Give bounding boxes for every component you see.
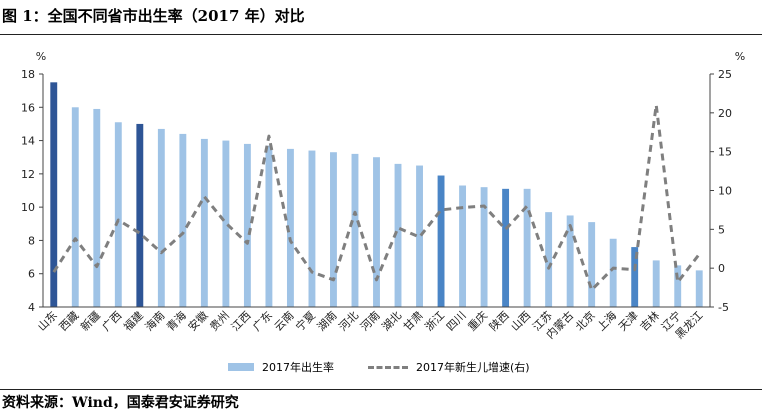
- left-axis-tick-label: 8: [28, 234, 35, 247]
- left-axis-tick-label: 12: [21, 168, 35, 181]
- bar: [286, 148, 294, 307]
- bar: [50, 82, 58, 307]
- x-axis-tick-label: 西藏: [57, 309, 82, 334]
- bar: [437, 175, 445, 307]
- x-axis-tick-label: 甘肃: [401, 309, 426, 334]
- x-axis-tick-label: 湖南: [315, 309, 340, 334]
- legend-item-newborn-growth: 2017年新生儿增速(右): [368, 359, 530, 375]
- bar: [71, 107, 79, 308]
- bar: [114, 122, 122, 307]
- bar: [136, 123, 144, 307]
- left-axis-tick-label: 18: [21, 68, 35, 81]
- x-axis-tick-label: 新疆: [77, 308, 102, 333]
- x-axis-tick-label: 宁夏: [293, 308, 318, 333]
- x-axis-tick-label: 北京: [572, 308, 597, 333]
- x-axis-tick-label: 安徽: [185, 308, 210, 333]
- legend-label-newborn-growth: 2017年新生儿增速(右): [416, 361, 530, 374]
- bar: [695, 270, 703, 307]
- x-axis-tick-label: 青海: [164, 308, 189, 333]
- right-axis-tick-label: 5: [718, 223, 725, 236]
- bar: [308, 150, 316, 307]
- bar: [200, 138, 208, 307]
- bar: [588, 222, 596, 307]
- bar: [394, 163, 402, 307]
- x-axis-tick-label: 福建: [120, 308, 145, 333]
- bar: [480, 187, 488, 307]
- bar: [265, 145, 273, 307]
- x-axis-tick-label: 海南: [142, 308, 167, 333]
- bar: [609, 238, 617, 307]
- left-axis-tick-label: 4: [28, 301, 35, 314]
- bottom-divider: [0, 389, 762, 390]
- bar: [545, 212, 553, 307]
- x-axis-tick-label: 浙江: [422, 309, 447, 334]
- left-axis-tick-label: 16: [21, 101, 35, 114]
- x-axis-tick-label: 广西: [100, 309, 125, 334]
- x-axis-tick-label: 河北: [336, 309, 361, 334]
- legend-item-birth-rate: 2017年出生率: [228, 359, 334, 375]
- top-divider: [0, 34, 762, 35]
- x-axis-tick-label: 山东: [35, 309, 60, 334]
- x-axis-tick-label: 四川: [444, 309, 469, 334]
- left-axis-tick-label: 10: [21, 201, 35, 214]
- x-axis-tick-label: 贵州: [207, 309, 232, 334]
- x-axis-tick-label: 天津: [616, 309, 641, 334]
- x-axis-tick-label: 吉林: [637, 308, 662, 333]
- left-axis-tick-label: 6: [28, 268, 35, 281]
- x-axis-tick-label: 山西: [508, 309, 533, 334]
- bar: [566, 215, 574, 307]
- figure-title: 图 1：全国不同省市出生率（2017 年）对比: [2, 7, 305, 25]
- right-axis-tick-label: 20: [718, 107, 732, 120]
- bar: [674, 265, 682, 307]
- bar: [523, 188, 531, 307]
- right-axis-tick-label: 15: [718, 146, 732, 159]
- bar: [416, 165, 423, 307]
- legend-swatch-bar: [228, 363, 254, 371]
- left-axis-tick-label: 14: [21, 135, 35, 148]
- bar: [222, 140, 230, 307]
- x-axis-tick-label: 重庆: [465, 308, 490, 333]
- x-axis-tick-label: 云南: [272, 309, 297, 334]
- right-axis-tick-label: 10: [718, 185, 732, 198]
- source-note: 资料来源：Wind，国泰君安证券研究: [2, 395, 239, 411]
- left-axis-unit: %: [36, 50, 46, 63]
- right-axis-tick-label: -5: [718, 301, 729, 314]
- legend: 2017年出生率 2017年新生儿增速(右): [228, 358, 564, 376]
- x-axis-tick-label: 上海: [594, 308, 619, 333]
- bar: [157, 128, 165, 307]
- bar: [351, 153, 359, 307]
- x-axis-tick-label: 陕西: [486, 308, 511, 333]
- bar: [459, 185, 467, 307]
- x-axis-tick-label: 广东: [250, 309, 275, 334]
- x-axis-tick-label: 江西: [229, 309, 254, 334]
- bar: [631, 247, 639, 307]
- bar: [502, 188, 510, 307]
- right-axis-tick-label: 25: [718, 68, 732, 81]
- x-axis-tick-label: 湖北: [379, 309, 404, 334]
- bar: [93, 108, 101, 307]
- bar: [373, 157, 380, 307]
- legend-swatch-line: [368, 365, 408, 369]
- x-axis-tick-label: 河南: [358, 309, 383, 334]
- right-axis-unit: %: [735, 50, 745, 63]
- legend-label-birth-rate: 2017年出生率: [262, 361, 334, 374]
- bar: [243, 143, 251, 307]
- right-axis-tick-label: 0: [718, 262, 725, 275]
- bar: [652, 260, 660, 307]
- bar: [330, 152, 337, 307]
- bar: [179, 133, 187, 307]
